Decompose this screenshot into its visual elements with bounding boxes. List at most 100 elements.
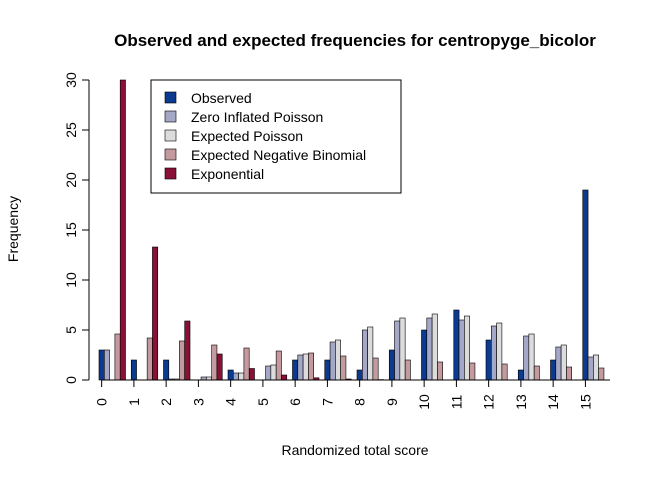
x-tick-label: 10 — [416, 394, 432, 410]
bar-zero-inflated-poisson-0 — [104, 349, 110, 381]
legend-label: Expected Poisson — [191, 128, 303, 144]
bar-zero-inflated-poisson-14 — [555, 346, 562, 381]
legend-label: Observed — [191, 90, 252, 106]
bar-expected-poisson-7 — [335, 339, 341, 381]
y-tick-label: 15 — [63, 222, 79, 238]
bar-zero-inflated-poisson-9 — [394, 320, 401, 381]
y-tick-label: 0 — [63, 376, 79, 384]
bar-expected-negative-binomial-9 — [404, 359, 411, 381]
bar-zero-inflated-poisson-4 — [233, 372, 239, 381]
legend-label: Zero Inflated Poisson — [191, 109, 323, 125]
bar-zero-inflated-poisson-8 — [361, 329, 368, 381]
x-tick-label: 2 — [158, 398, 174, 406]
y-tick-label: 20 — [63, 172, 79, 188]
x-tick-label: 0 — [94, 398, 110, 406]
bar-zero-inflated-poisson-13 — [523, 335, 530, 381]
bar-expected-negative-binomial-4 — [243, 347, 250, 381]
bar-observed-8 — [356, 369, 363, 381]
bar-expected-negative-binomial-3 — [211, 344, 218, 381]
legend-swatch — [164, 110, 177, 123]
bar-exponential-0 — [119, 79, 126, 381]
bar-expected-negative-binomial-2 — [179, 340, 185, 381]
x-tick-label: 9 — [384, 398, 400, 406]
bar-zero-inflated-poisson-5 — [265, 365, 272, 381]
bar-observed-7 — [324, 359, 331, 381]
bar-observed-11 — [453, 309, 460, 381]
legend-box — [150, 79, 402, 194]
bar-expected-poisson-5 — [270, 364, 277, 381]
x-axis: 0 1 2 3 4 5 6 7 8 9 10 11 12 13 14 15 — [94, 379, 610, 410]
bar-zero-inflated-poisson-12 — [490, 325, 497, 381]
legend-swatch — [164, 148, 177, 161]
bar-zero-inflated-poisson-6 — [297, 354, 304, 381]
bar-observed-9 — [388, 349, 395, 381]
bar-expected-negative-binomial-6 — [308, 352, 314, 381]
legend: Observed Zero Inflated Poisson Expected Po… — [150, 79, 402, 194]
legend-swatch — [164, 129, 177, 142]
chart-title: Observed and expected frequencies for ce… — [114, 31, 596, 50]
bar-observed-6 — [292, 359, 299, 381]
y-tick-label: 5 — [63, 326, 79, 334]
bar-observed-13 — [517, 369, 524, 381]
y-axis: 0 5 10 15 20 25 30 — [63, 72, 90, 384]
bar-expected-poisson-10 — [431, 313, 438, 381]
bar-expected-poisson-12 — [496, 322, 503, 381]
bar-expected-negative-binomial-15 — [598, 367, 605, 381]
x-tick-label: 6 — [287, 398, 303, 406]
x-tick-label: 14 — [545, 394, 561, 410]
bar-zero-inflated-poisson-10 — [426, 317, 433, 381]
x-tick-label: 5 — [255, 398, 271, 406]
x-tick-label: 11 — [448, 395, 464, 410]
bar-expected-poisson-11 — [464, 315, 470, 381]
bar-expected-poisson-14 — [560, 344, 567, 381]
bar-expected-negative-binomial-10 — [437, 361, 443, 381]
bar-expected-negative-binomial-7 — [340, 355, 347, 381]
bar-expected-negative-binomial-8 — [372, 357, 379, 381]
bar-exponential-5 — [281, 374, 288, 381]
bar-expected-negative-binomial-1 — [146, 337, 153, 381]
legend-label: Exponential — [191, 166, 264, 182]
x-tick-label: 8 — [352, 398, 368, 406]
bar-expected-poisson-13 — [528, 333, 535, 381]
bar-zero-inflated-poisson-11 — [458, 319, 465, 381]
bar-zero-inflated-poisson-15 — [587, 356, 594, 381]
y-axis-label: Frequency — [5, 196, 21, 262]
legend-label: Expected Negative Binomial — [191, 147, 366, 163]
bar-expected-poisson-4 — [238, 372, 245, 381]
y-tick-label: 30 — [63, 72, 79, 88]
x-tick-label: 4 — [223, 398, 239, 406]
bar-expected-negative-binomial-12 — [501, 363, 508, 381]
bar-observed-2 — [163, 359, 170, 381]
legend-swatch — [164, 167, 177, 180]
bar-observed-14 — [550, 359, 557, 381]
x-tick-label: 1 — [126, 398, 142, 406]
bar-expected-poisson-8 — [367, 326, 374, 381]
y-tick-label: 25 — [63, 122, 79, 138]
x-tick-label: 7 — [319, 398, 335, 406]
bar-observed-1 — [130, 359, 137, 381]
bar-expected-poisson-6 — [302, 353, 309, 381]
bar-observed-15 — [582, 189, 589, 381]
bar-expected-poisson-9 — [399, 317, 406, 381]
bar-expected-negative-binomial-0 — [114, 333, 121, 381]
bar-observed-12 — [485, 339, 492, 381]
x-axis-label: Randomized total score — [281, 442, 428, 458]
x-tick-label: 15 — [577, 394, 593, 410]
bar-expected-negative-binomial-5 — [275, 350, 282, 381]
bar-expected-negative-binomial-13 — [533, 365, 540, 381]
bar-observed-0 — [98, 349, 105, 381]
bar-observed-4 — [227, 369, 234, 381]
bar-exponential-2 — [184, 320, 191, 381]
bar-observed-10 — [421, 329, 428, 381]
bar-exponential-4 — [248, 368, 255, 381]
bar-expected-negative-binomial-11 — [469, 362, 476, 381]
bar-expected-poisson-15 — [593, 354, 599, 381]
bar-expected-negative-binomial-14 — [566, 366, 573, 381]
x-tick-label: 12 — [481, 394, 497, 410]
bar-exponential-1 — [152, 246, 159, 381]
bar-exponential-3 — [216, 353, 223, 381]
bar-zero-inflated-poisson-7 — [329, 341, 336, 381]
legend-swatch — [164, 91, 177, 104]
y-tick-label: 10 — [63, 272, 79, 288]
